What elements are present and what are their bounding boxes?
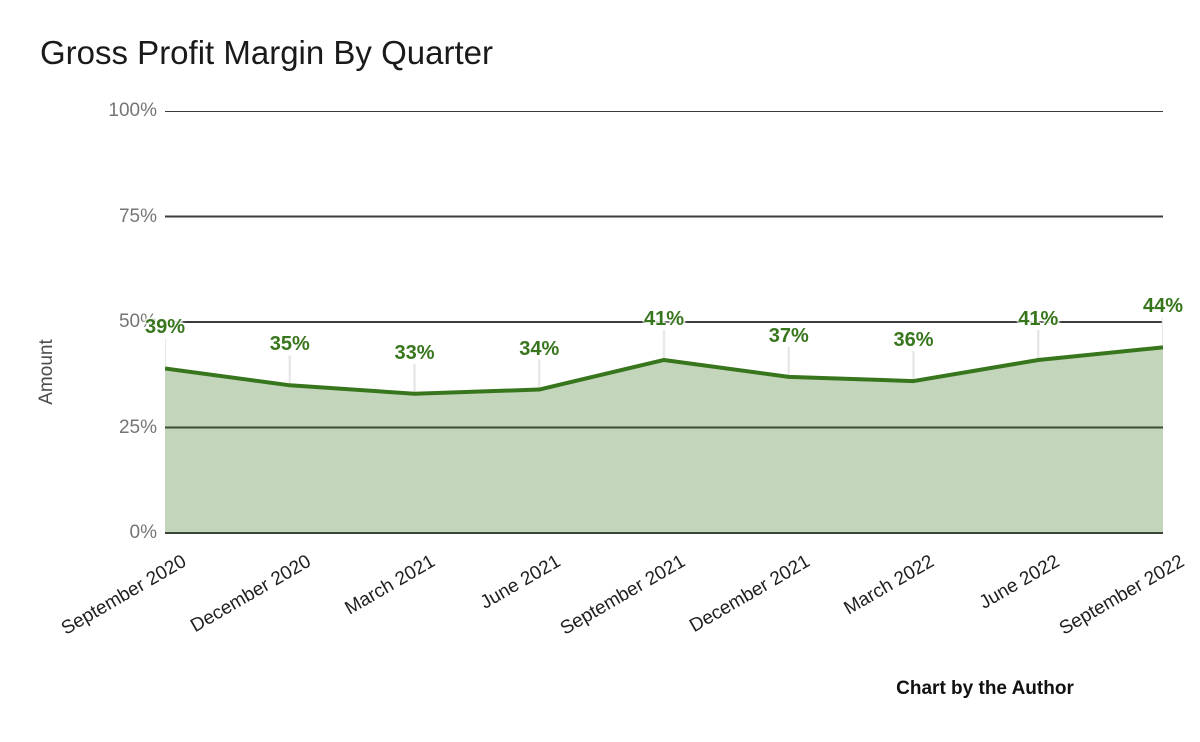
y-axis-title: Amount (36, 339, 57, 405)
y-axis-tick-label: 75% (118, 205, 157, 227)
x-axis-tick-label: September 2022 (1055, 551, 1188, 640)
data-point-label: 41% (643, 307, 685, 330)
data-point-label: 37% (768, 324, 809, 347)
y-axis-tick-label: 100% (108, 100, 157, 121)
y-axis-tick-label: 0% (129, 522, 157, 543)
x-axis-tick-label: December 2020 (186, 551, 315, 637)
y-axis-tick-label: 25% (118, 416, 157, 438)
x-axis-tick-label: March 2021 (341, 551, 439, 620)
x-axis-tick-label: March 2022 (840, 551, 938, 620)
y-axis-tick-label: 50% (118, 311, 157, 332)
x-axis-tick-label: September 2021 (556, 551, 689, 640)
data-point-label: 35% (269, 333, 310, 356)
plot-area (165, 111, 1163, 534)
chart-footer: Chart by the Author (896, 678, 1074, 699)
x-axis-tick-label: December 2021 (685, 551, 814, 637)
area-series-line (165, 345, 1163, 396)
x-axis-tick-label: June 2021 (476, 551, 564, 614)
x-axis-tick-label: September 2020 (57, 551, 190, 640)
area-series-fill (165, 347, 1163, 533)
data-point-label: 44% (1142, 295, 1184, 318)
chart-title: Gross Profit Margin By Quarter (40, 34, 493, 71)
data-point-label: 39% (144, 316, 186, 339)
data-point-label: 36% (893, 329, 934, 352)
x-axis-tick-label: June 2022 (975, 551, 1063, 614)
data-point-label: 34% (519, 337, 560, 360)
data-point-label: 33% (394, 341, 435, 364)
data-point-label: 41% (1018, 307, 1059, 330)
